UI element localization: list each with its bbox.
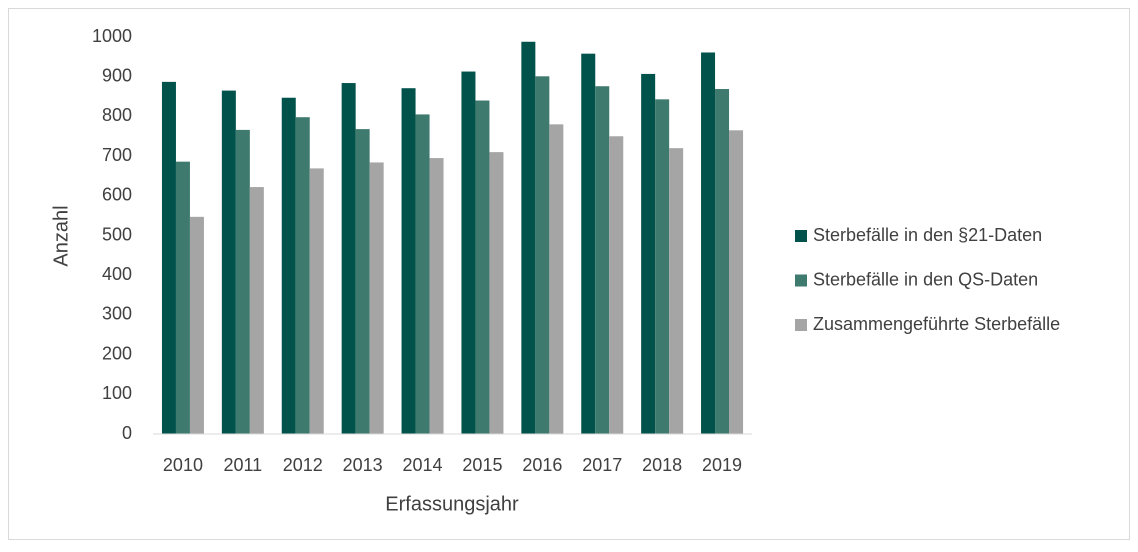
bar xyxy=(475,100,490,435)
bar xyxy=(161,81,176,435)
bar xyxy=(609,136,624,434)
bar xyxy=(401,88,416,434)
bar xyxy=(369,162,384,434)
bar xyxy=(489,152,504,434)
y-axis-title: Anzahl xyxy=(50,205,72,266)
bar xyxy=(549,124,564,434)
legend-label: Sterbefälle in den QS-Daten xyxy=(813,269,1038,289)
x-tick-label: 2017 xyxy=(582,455,622,475)
legend-label: Zusammengeführte Sterbefälle xyxy=(813,314,1060,334)
legend-swatch xyxy=(795,230,807,242)
x-tick-label: 2018 xyxy=(642,455,682,475)
x-tick-label: 2011 xyxy=(223,455,262,475)
bar xyxy=(221,90,236,434)
bar xyxy=(701,52,716,434)
bar xyxy=(535,76,550,434)
legend-swatch xyxy=(795,274,807,287)
bar xyxy=(641,73,656,435)
bar xyxy=(595,86,610,434)
bar xyxy=(669,148,684,434)
x-tick-label: 2015 xyxy=(462,455,502,475)
bar xyxy=(655,99,670,434)
bar xyxy=(429,158,444,434)
x-tick-label: 2019 xyxy=(702,455,742,475)
bar xyxy=(521,41,536,434)
x-tick-label: 2016 xyxy=(522,455,562,475)
y-tick-label: 900 xyxy=(102,65,132,85)
y-tick-label: 300 xyxy=(102,304,132,324)
y-tick-label: 1000 xyxy=(92,26,132,46)
x-tick-label: 2010 xyxy=(163,455,203,475)
bar xyxy=(581,53,596,434)
legend-label: Sterbefälle in den §21-Daten xyxy=(813,225,1042,245)
x-tick-label: 2012 xyxy=(283,455,323,475)
x-tick-label: 2014 xyxy=(403,455,443,475)
bar xyxy=(295,117,310,434)
bar xyxy=(309,168,324,435)
legend-swatch xyxy=(795,319,807,331)
y-tick-label: 800 xyxy=(102,105,132,125)
y-tick-label: 400 xyxy=(102,264,132,284)
y-tick-label: 500 xyxy=(102,224,132,244)
y-tick-label: 700 xyxy=(102,145,132,165)
bar xyxy=(461,71,476,434)
bar xyxy=(715,89,730,434)
x-axis-title: Erfassungsjahr xyxy=(385,493,519,515)
bar xyxy=(235,129,250,434)
y-tick-label: 0 xyxy=(122,423,132,443)
bar xyxy=(281,97,296,434)
bar xyxy=(341,83,356,434)
bar xyxy=(415,114,430,434)
y-tick-label: 100 xyxy=(102,383,132,403)
bar xyxy=(189,216,204,434)
bar xyxy=(249,187,264,434)
bar xyxy=(175,161,190,434)
bar xyxy=(729,130,744,435)
y-tick-label: 600 xyxy=(102,185,132,205)
x-tick-label: 2013 xyxy=(343,455,383,475)
bar xyxy=(355,129,370,434)
y-tick-label: 200 xyxy=(102,343,132,363)
